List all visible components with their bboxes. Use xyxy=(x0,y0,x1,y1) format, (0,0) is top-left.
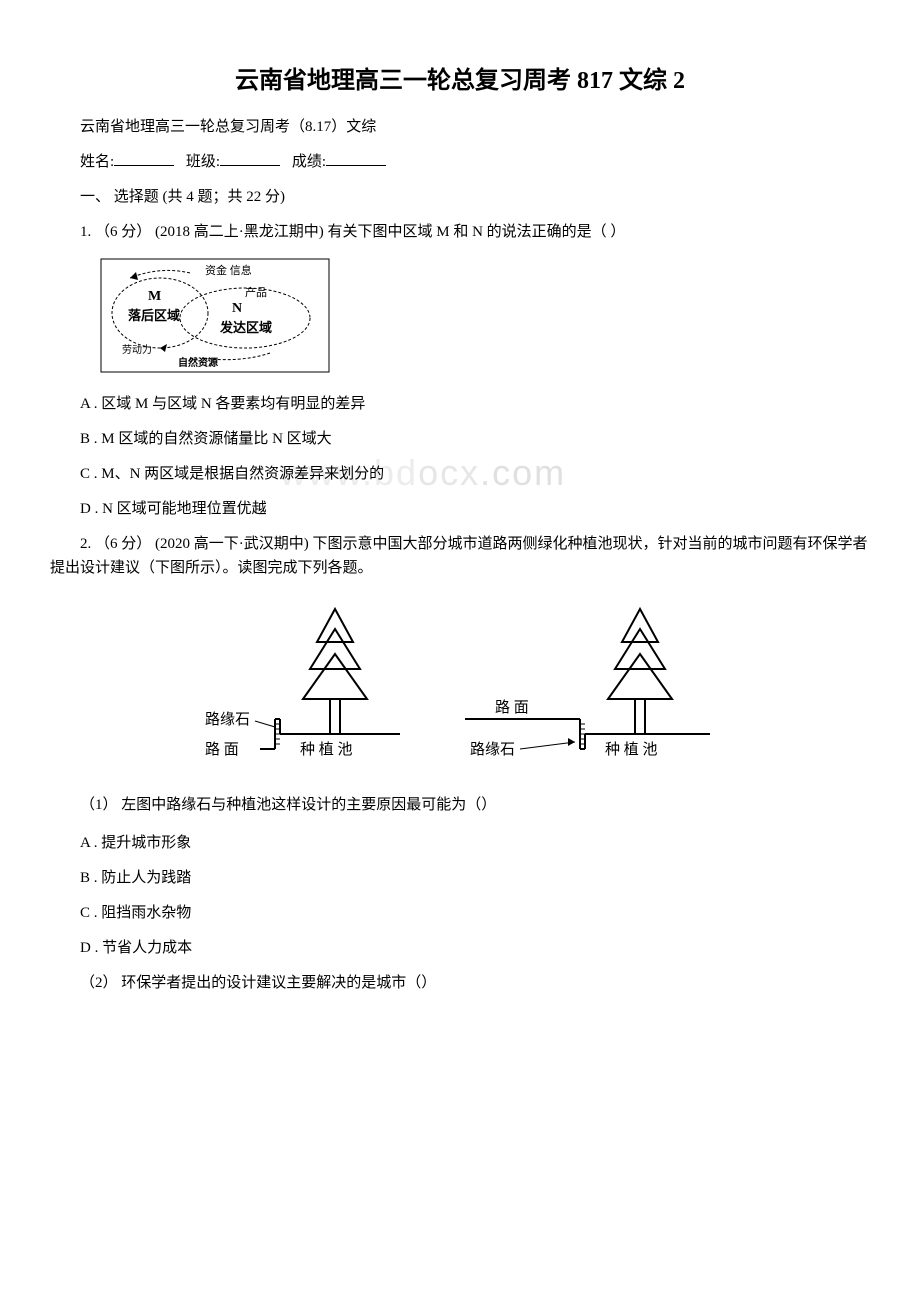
class-label: 班级: xyxy=(186,154,220,170)
svg-text:路缘石: 路缘石 xyxy=(470,741,515,758)
grade-label: 成绩: xyxy=(292,154,326,170)
q2-sub1-option-a: A . 提升城市形象 xyxy=(50,831,870,852)
q1-option-d: D . N 区域可能地理位置优越 xyxy=(50,497,870,518)
name-blank xyxy=(114,165,174,166)
section-header: 一、 选择题 (共 4 题；共 22 分) xyxy=(50,185,870,206)
q1-option-a: A . 区域 M 与区域 N 各要素均有明显的差异 xyxy=(50,392,870,413)
question-1-diagram: 资金 信息 M 产品 落后区域 N 发达区域 劳动力 自然资源 xyxy=(100,258,870,378)
q2-sub1-option-d: D . 节省人力成本 xyxy=(50,936,870,957)
svg-text:路缘石: 路缘石 xyxy=(205,711,250,728)
svg-text:M: M xyxy=(148,289,161,304)
subtitle: 云南省地理高三一轮总复习周考（8.17）文综 xyxy=(50,115,870,136)
question-1-text: 1. （6 分） (2018 高二上·黑龙江期中) 有关下图中区域 M 和 N … xyxy=(50,220,870,244)
class-blank xyxy=(220,165,280,166)
q2-sub1-option-b: B . 防止人为践踏 xyxy=(50,866,870,887)
svg-text:自然资源: 自然资源 xyxy=(178,356,218,369)
question-2-diagram: 路缘石 路 面 种 植 池 路 面 路缘石 种 植 池 xyxy=(50,594,870,779)
form-line: 姓名: 班级: 成绩: xyxy=(50,150,870,171)
q1-option-b: B . M 区域的自然资源储量比 N 区域大 xyxy=(50,427,870,448)
svg-text:种 植 池: 种 植 池 xyxy=(605,741,658,758)
svg-text:路 面: 路 面 xyxy=(205,741,239,758)
question-2-sub2-text: （2） 环保学者提出的设计建议主要解决的是城市（） xyxy=(50,971,870,995)
svg-text:落后区域: 落后区域 xyxy=(128,308,180,323)
svg-text:路 面: 路 面 xyxy=(495,699,529,716)
question-2-sub1-text: （1） 左图中路缘石与种植池这样设计的主要原因最可能为（） xyxy=(50,793,870,817)
q2-sub1-option-c: C . 阻挡雨水杂物 xyxy=(50,901,870,922)
grade-blank xyxy=(326,165,386,166)
svg-text:发达区域: 发达区域 xyxy=(219,320,272,335)
svg-text:产品: 产品 xyxy=(245,285,267,299)
svg-text:资金 信息: 资金 信息 xyxy=(205,263,252,277)
question-2-text: 2. （6 分） (2020 高一下·武汉期中) 下图示意中国大部分城市道路两侧… xyxy=(50,532,870,580)
name-label: 姓名: xyxy=(80,154,114,170)
svg-text:N: N xyxy=(232,301,242,316)
svg-text:劳动力: 劳动力 xyxy=(122,343,152,356)
page-title: 云南省地理高三一轮总复习周考 817 文综 2 xyxy=(50,60,870,95)
svg-text:种 植 池: 种 植 池 xyxy=(300,741,353,758)
q1-option-c: C . M、N 两区域是根据自然资源差异来划分的 xyxy=(50,462,870,483)
